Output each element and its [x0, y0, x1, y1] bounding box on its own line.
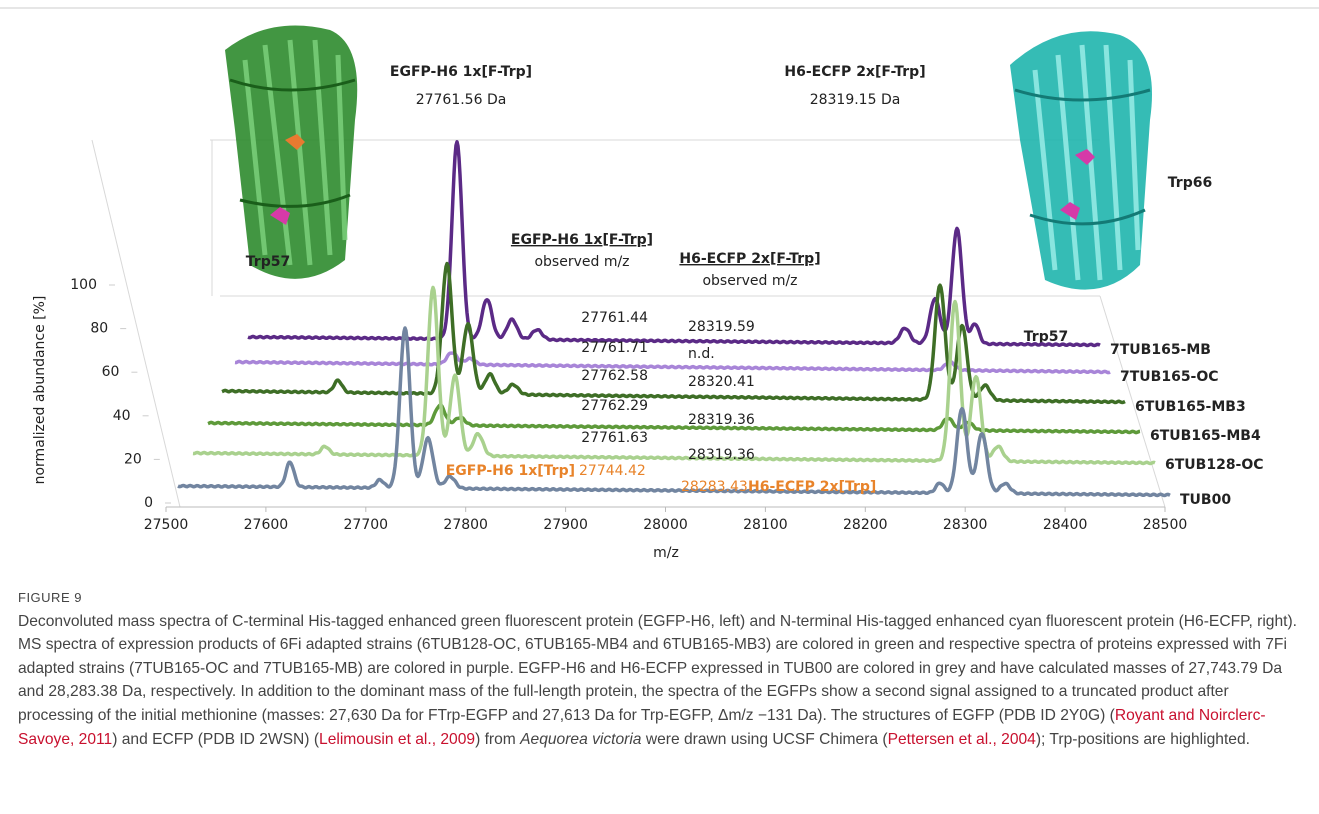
caption-segment: ); Trp-positions are highlighted. — [1035, 730, 1250, 748]
x-tick-label: 27700 — [344, 517, 389, 533]
y-axis-label: normalized abundance [%] — [32, 296, 48, 485]
observed-mass: 28320.41 — [688, 374, 755, 390]
citation-link[interactable]: Pettersen et al., 2004 — [887, 730, 1036, 748]
spectrum-trace — [192, 285, 1156, 466]
x-tick-label: 27900 — [543, 517, 588, 533]
column-subheader: observed m/z — [534, 254, 629, 270]
y-tick-label: 0 — [144, 495, 153, 511]
observed-mass: 27762.58 — [581, 368, 648, 384]
observed-mass: 28319.59 — [688, 319, 755, 335]
spectrum-trace — [177, 326, 1171, 498]
reference-mass: 27744.42 — [579, 463, 646, 479]
trace-label: 7TUB165-MB — [1110, 342, 1211, 358]
x-tick-label: 27800 — [443, 517, 488, 533]
figure-label: FIGURE 9 — [18, 590, 82, 605]
ecfp-structure — [1010, 31, 1152, 290]
caption-segment: ) and ECFP (PDB ID 2WSN) ( — [112, 730, 320, 748]
spectrum-trace — [234, 351, 1111, 375]
figure: EGFP-H6 1x[F-Trp] 27761.56 Da H6-ECFP 2x… — [0, 7, 1319, 561]
x-tick-label: 27600 — [244, 517, 289, 533]
y-tick-label: 60 — [102, 364, 120, 380]
trace-label: 6TUB165-MB4 — [1150, 428, 1261, 444]
caption-segment: were drawn using UCSF Chimera ( — [641, 730, 888, 748]
protein-mass: 27761.56 Da — [416, 92, 507, 108]
citation-link[interactable]: Lelimousin et al., 2009 — [319, 730, 476, 748]
trace-label: 6TUB128-OC — [1165, 457, 1264, 473]
caption-segment: ) from — [475, 730, 521, 748]
caption-segment: Deconvoluted mass spectra of C-terminal … — [18, 612, 1298, 724]
x-tick-label: 28300 — [943, 517, 988, 533]
y-tick-label: 80 — [90, 321, 108, 337]
protein-name: EGFP-H6 1x[F-Trp] — [390, 64, 532, 80]
spectrum-trace — [247, 140, 1101, 348]
trp-label: Trp57 — [246, 254, 290, 270]
x-tick-label: 27500 — [144, 517, 189, 533]
observed-mass: 28319.36 — [688, 447, 755, 463]
perspective-grid — [91, 139, 1166, 508]
observed-mass: 27762.29 — [581, 398, 648, 414]
y-tick-label: 100 — [70, 277, 97, 293]
x-tick-label: 28100 — [743, 517, 788, 533]
y-tick-label: 40 — [113, 408, 131, 424]
reference-name: EGFP-H6 1x[Trp] — [446, 463, 575, 479]
column-header: EGFP-H6 1x[F-Trp] — [511, 232, 653, 248]
y-tick-label: 20 — [124, 451, 142, 467]
spectrum-trace — [207, 403, 1141, 435]
trp-label: Trp66 — [1168, 175, 1212, 191]
caption-text: Deconvoluted mass spectra of C-terminal … — [18, 613, 1297, 748]
x-tick-label: 28400 — [1043, 517, 1088, 533]
x-axis-label: m/z — [653, 545, 679, 561]
observed-mass: 28319.36 — [688, 412, 755, 428]
reference-name: H6-ECFP 2x[Trp] — [748, 479, 876, 495]
trace-label: TUB00 — [1180, 492, 1231, 508]
citation-link[interactable]: Royant and Noirclerc-Savoye, 2011 — [18, 706, 1266, 748]
observed-mass: n.d. — [688, 346, 715, 362]
trace-label: 7TUB165-OC — [1120, 369, 1219, 385]
spectrum-trace — [221, 261, 1126, 405]
reference-mass: 28283.43 — [681, 479, 748, 495]
trace-label: 6TUB165-MB3 — [1135, 399, 1246, 415]
trp-label: Trp57 — [1024, 329, 1068, 345]
caption: FIGURE 9 Deconvoluted mass spectra of C-… — [18, 586, 1308, 751]
observed-mass: 27761.44 — [581, 310, 648, 326]
column-header: H6-ECFP 2x[F-Trp] — [679, 251, 820, 267]
observed-mass: 27761.63 — [581, 430, 648, 446]
x-tick-label: 28200 — [843, 517, 888, 533]
column-subheader: observed m/z — [702, 273, 797, 289]
x-tick-label: 28500 — [1143, 517, 1188, 533]
protein-mass: 28319.15 Da — [810, 92, 901, 108]
x-tick-label: 28000 — [643, 517, 688, 533]
protein-name: H6-ECFP 2x[F-Trp] — [784, 64, 925, 80]
observed-mass: 27761.71 — [581, 340, 648, 356]
egfp-structure — [225, 25, 358, 279]
caption-segment: Aequorea victoria — [520, 730, 642, 748]
